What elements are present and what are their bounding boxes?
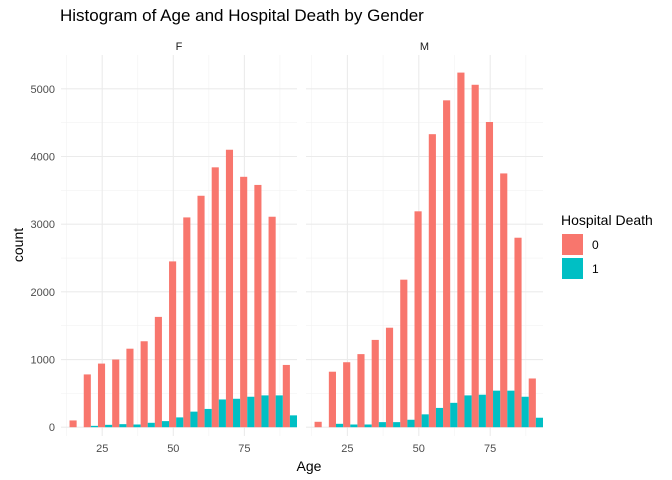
bar-f-s0-8 (183, 217, 191, 428)
bar-f-s1-11 (233, 398, 241, 428)
panel-m: M 25 50 75 (306, 41, 543, 455)
bar-f-s1-3 (119, 424, 127, 428)
bar-f-s0-11 (225, 149, 234, 428)
bar-m-s0-5 (385, 327, 394, 428)
bar-f-s1-7 (176, 417, 184, 428)
y-tick-label: 2000 (31, 287, 55, 299)
bar-m-s1-14 (521, 396, 529, 428)
bar-m-s1-13 (507, 390, 515, 428)
bar-f-s0-6 (154, 316, 162, 428)
x-tick-label: 75 (238, 443, 250, 455)
bar-m-s0-13 (500, 173, 508, 428)
facet-label-m: M (420, 41, 429, 53)
y-tick-label: 3000 (31, 219, 55, 231)
bar-f-s1-8 (190, 411, 198, 428)
legend-swatch-0 (562, 234, 583, 255)
bar-f-s0-2 (97, 363, 106, 428)
bar-m-s1-8 (435, 407, 444, 428)
bar-m-s0-9 (443, 100, 451, 428)
bar-f-s1-12 (247, 396, 255, 428)
y-tick-label: 5000 (31, 84, 55, 96)
bar-f-s0-7 (169, 261, 177, 428)
legend-label-0: 0 (592, 238, 599, 252)
bar-f-s0-10 (211, 167, 219, 428)
bar-f-s1-10 (218, 399, 226, 428)
bar-f-s0-5 (140, 341, 148, 428)
bar-f-s0-13 (254, 184, 262, 428)
bar-f-s0-12 (240, 176, 248, 428)
legend-label-1: 1 (592, 262, 599, 276)
bar-f-s0-0 (69, 420, 77, 428)
bar-f-s0-14 (268, 216, 276, 428)
bar-m-s1-10 (464, 395, 472, 428)
bar-m-s1-11 (478, 394, 486, 428)
legend-title: Hospital Death (561, 212, 653, 228)
bar-m-s0-11 (471, 84, 479, 428)
bar-f-s1-14 (275, 395, 283, 428)
bar-f-s0-3 (112, 359, 120, 428)
bar-m-s0-14 (514, 237, 522, 428)
bar-f-s1-5 (147, 422, 155, 428)
bar-m-s0-3 (357, 354, 365, 428)
bar-m-s0-6 (400, 279, 408, 428)
x-tick-label: 25 (341, 443, 353, 455)
bar-f-s0-15 (282, 364, 290, 428)
bar-m-s0-2 (343, 362, 351, 428)
bar-f-s0-9 (197, 195, 205, 428)
bar-m-s0-15 (528, 378, 536, 428)
bar-f-s1-4 (133, 424, 141, 428)
bar-f-s1-15 (289, 415, 297, 428)
facet-label-f: F (176, 41, 183, 53)
chart-panels: F 25 50 75 0 1000 2000 3000 4000 5000 M 25 50 75 (31, 41, 543, 455)
x-tick-label: 50 (167, 443, 179, 455)
bar-m-s1-15 (535, 417, 543, 428)
bar-f-s1-13 (261, 395, 269, 428)
bar-m-s0-0 (314, 421, 322, 428)
y-tick-label: 0 (49, 422, 55, 434)
panel-f: F 25 50 75 0 1000 2000 3000 4000 5000 (31, 41, 297, 455)
bar-m-s1-3 (364, 424, 372, 428)
bar-f-s1-9 (204, 408, 212, 428)
x-tick-label: 75 (484, 443, 496, 455)
bar-f-s0-4 (126, 348, 134, 428)
bar-m-s0-10 (457, 72, 465, 428)
x-tick-label: 25 (96, 443, 108, 455)
bar-m-s0-1 (328, 371, 336, 428)
chart-title: Histogram of Age and Hospital Death by G… (60, 6, 424, 25)
bar-m-s1-7 (421, 414, 429, 428)
bar-f-s0-1 (83, 374, 91, 428)
x-tick-label: 50 (413, 443, 425, 455)
legend-swatch-1 (562, 258, 583, 279)
y-tick-label: 4000 (31, 152, 55, 164)
bar-m-s1-5 (393, 422, 401, 428)
bar-m-s0-8 (428, 134, 436, 428)
bar-m-s1-1 (335, 423, 344, 428)
bar-m-s1-4 (378, 422, 386, 428)
bar-f-s1-6 (161, 421, 170, 428)
y-tick-label: 1000 (31, 355, 55, 367)
bar-m-s0-4 (371, 339, 379, 428)
bar-m-s1-12 (493, 390, 501, 428)
bar-f-s1-1 (90, 425, 98, 428)
bar-m-s1-2 (350, 424, 358, 428)
bar-f-s1-2 (105, 424, 113, 428)
y-axis-title: count (10, 228, 26, 262)
x-axis-title: Age (297, 458, 322, 474)
bar-m-s0-7 (414, 211, 422, 428)
bar-m-s1-9 (450, 402, 458, 428)
bar-m-s0-12 (485, 121, 494, 428)
legend: Hospital Death 0 1 (561, 212, 653, 279)
bar-m-s1-6 (407, 419, 415, 428)
